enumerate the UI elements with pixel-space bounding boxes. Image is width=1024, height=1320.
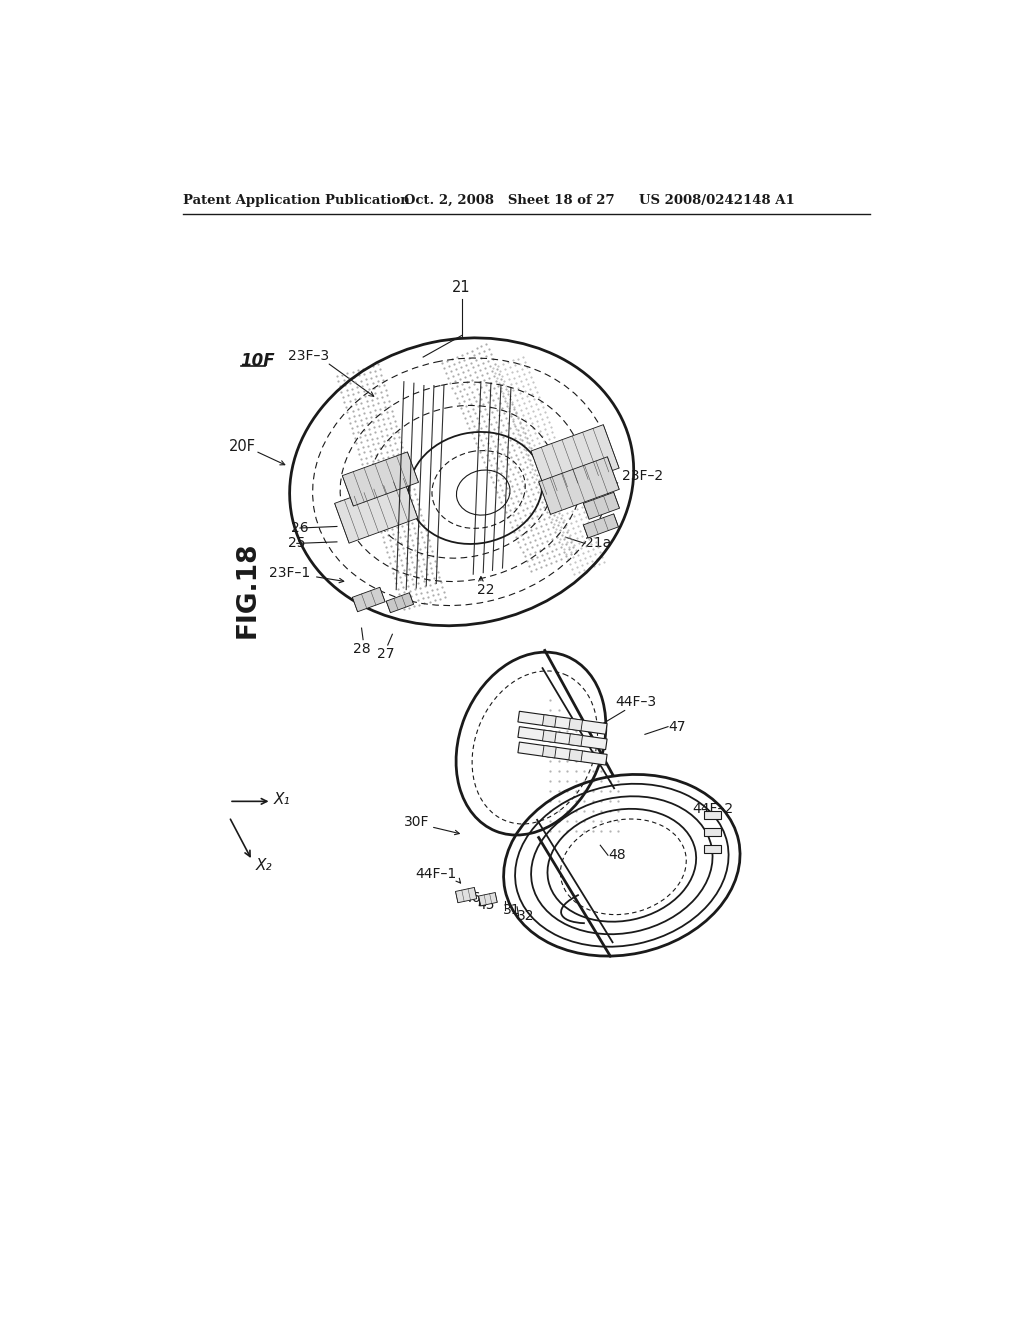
Polygon shape <box>518 742 607 766</box>
Polygon shape <box>456 887 477 903</box>
Text: 23F–3: 23F–3 <box>289 348 330 363</box>
Text: 22: 22 <box>477 582 495 597</box>
Polygon shape <box>543 714 556 727</box>
Text: FIG.18: FIG.18 <box>234 541 260 638</box>
Text: US 2008/0242148 A1: US 2008/0242148 A1 <box>639 194 795 207</box>
Text: 21: 21 <box>453 280 471 294</box>
Polygon shape <box>386 593 414 612</box>
Text: 21a: 21a <box>585 536 611 550</box>
Text: 30F: 30F <box>403 816 429 829</box>
Text: 44F–1: 44F–1 <box>416 867 457 882</box>
Polygon shape <box>352 587 385 611</box>
Text: 44F–3: 44F–3 <box>615 696 656 709</box>
Text: X₁: X₁ <box>273 792 291 808</box>
Text: 28: 28 <box>352 642 371 656</box>
Text: 31: 31 <box>503 903 521 917</box>
Text: 23F–2: 23F–2 <box>622 470 663 483</box>
Text: X₂: X₂ <box>255 858 272 873</box>
Text: 48: 48 <box>608 849 626 862</box>
Text: 46: 46 <box>463 891 481 904</box>
Polygon shape <box>539 457 620 515</box>
Text: 26: 26 <box>291 521 308 535</box>
Text: 45: 45 <box>477 899 495 912</box>
Text: 20F: 20F <box>229 438 256 454</box>
Text: Patent Application Publication: Patent Application Publication <box>183 194 410 207</box>
Bar <box>705 845 721 853</box>
Polygon shape <box>543 746 556 758</box>
Text: 27: 27 <box>378 647 395 661</box>
Bar <box>705 829 721 836</box>
Text: 25: 25 <box>288 536 305 550</box>
Polygon shape <box>568 734 583 746</box>
Text: 10F: 10F <box>241 352 275 370</box>
Bar <box>705 812 721 818</box>
Polygon shape <box>543 730 556 743</box>
Polygon shape <box>518 726 607 750</box>
Polygon shape <box>568 750 583 762</box>
Text: Oct. 2, 2008   Sheet 18 of 27: Oct. 2, 2008 Sheet 18 of 27 <box>403 194 614 207</box>
Text: 47: 47 <box>668 719 685 734</box>
Polygon shape <box>584 513 618 539</box>
Polygon shape <box>478 892 498 906</box>
Polygon shape <box>342 451 419 506</box>
Polygon shape <box>335 478 418 543</box>
Polygon shape <box>584 492 620 519</box>
Polygon shape <box>568 718 583 731</box>
Text: 23F–1: 23F–1 <box>269 566 310 579</box>
Text: 44F–2: 44F–2 <box>692 803 734 816</box>
Polygon shape <box>518 711 607 734</box>
Text: 32: 32 <box>517 909 535 923</box>
Polygon shape <box>531 425 620 495</box>
